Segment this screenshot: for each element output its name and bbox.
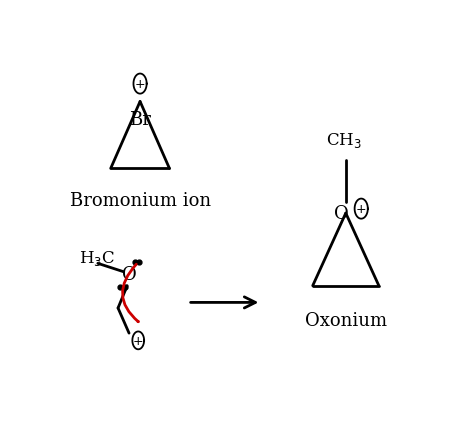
Text: +: + <box>135 78 146 91</box>
Text: H$_3$C: H$_3$C <box>80 249 116 268</box>
FancyArrowPatch shape <box>122 265 138 322</box>
Text: +: + <box>133 334 144 347</box>
Text: Oxonium: Oxonium <box>305 311 387 329</box>
Text: O: O <box>122 266 137 284</box>
Text: +: + <box>356 203 366 216</box>
Text: Br: Br <box>129 111 151 128</box>
Text: CH$_3$: CH$_3$ <box>326 131 362 150</box>
Text: O: O <box>334 204 349 223</box>
Text: Bromonium ion: Bromonium ion <box>70 191 210 209</box>
